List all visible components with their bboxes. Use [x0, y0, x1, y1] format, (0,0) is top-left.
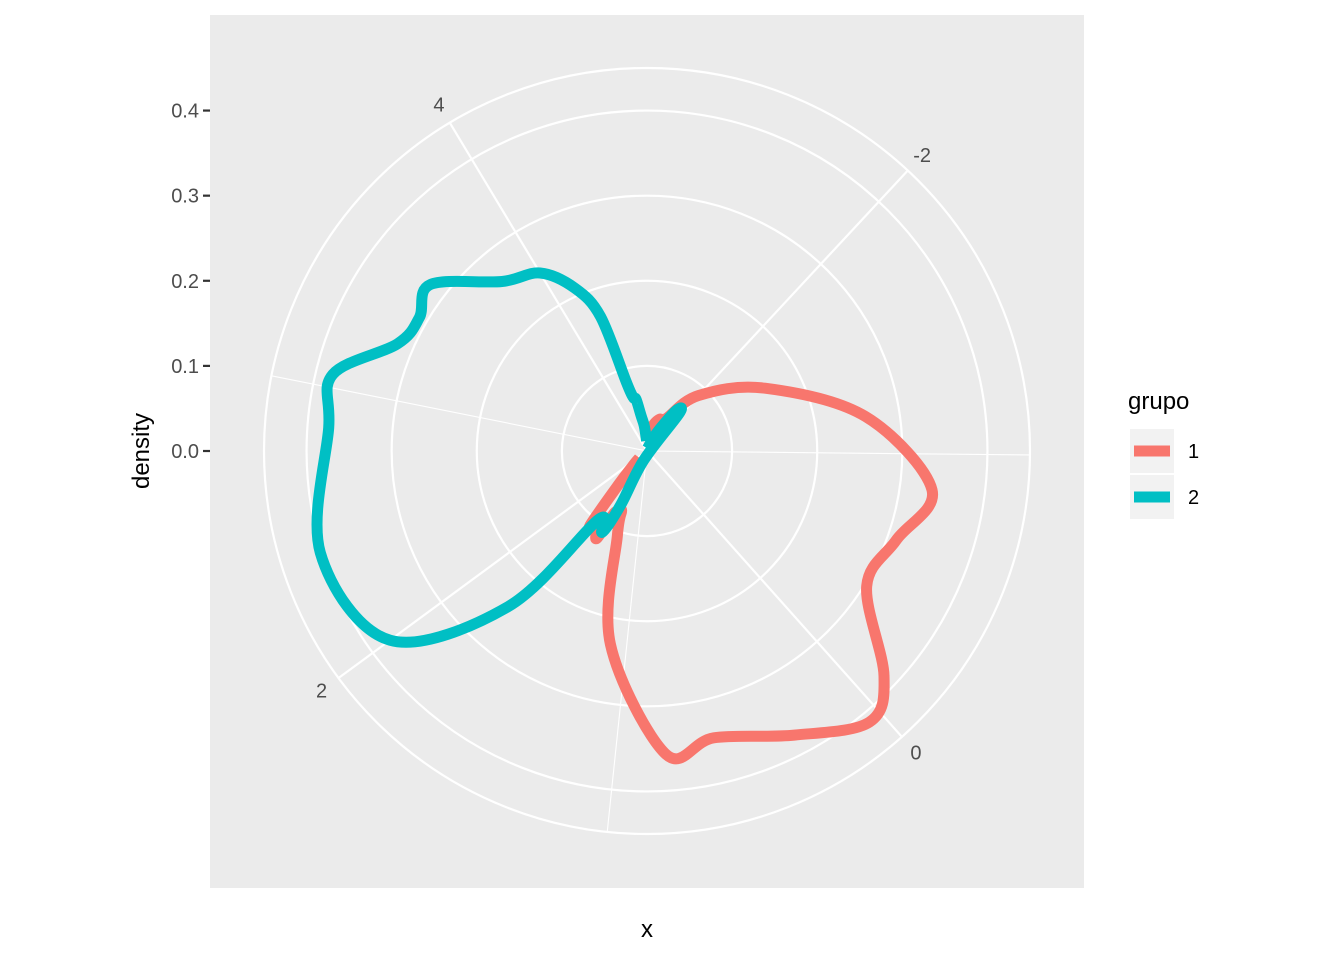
- grid-layer: [262, 66, 1032, 836]
- theta-minor-gridline: [271, 375, 648, 452]
- theta-major-gridline: [646, 450, 903, 738]
- y-axis-title: density: [128, 413, 155, 489]
- x-axis-title: x: [641, 916, 653, 943]
- r-axis-tick-label: 0.4: [171, 101, 199, 123]
- r-gridline-circle: [305, 109, 989, 793]
- r-axis-tick-label: 0.1: [171, 356, 199, 378]
- r-axis-tick-label: 0.0: [171, 441, 199, 463]
- theta-tick-label: 2: [316, 681, 327, 703]
- r-axis: 0.0 0.1 0.2 0.3 0.4: [171, 101, 210, 463]
- series-line-2: [311, 267, 687, 648]
- r-axis-tick-label: 0.3: [171, 186, 199, 208]
- theta-tick-label: 4: [433, 95, 444, 117]
- legend-item-1: 1: [1130, 429, 1199, 473]
- theta-tick-label: -2: [913, 145, 931, 167]
- legend-label-1: 1: [1188, 441, 1199, 463]
- legend-title: grupo: [1128, 388, 1189, 415]
- theta-major-gridline: [448, 122, 648, 452]
- theta-minor-gridline: [646, 450, 1030, 456]
- theta-minor-gridline: [606, 450, 648, 832]
- outer-gridline-circle: [262, 66, 1032, 836]
- theta-tick-label: 0: [910, 743, 921, 765]
- r-axis-tick-label: 0.2: [171, 271, 199, 293]
- legend-label-2: 2: [1188, 487, 1199, 509]
- r-gridline-circle: [475, 279, 819, 623]
- legend-item-2: 2: [1130, 475, 1199, 519]
- legend: grupo 1 2: [1128, 388, 1199, 519]
- series-layer: [311, 267, 938, 765]
- r-gridline-circle: [560, 364, 734, 538]
- theta-tick-labels: -2 0 2 4: [316, 95, 931, 765]
